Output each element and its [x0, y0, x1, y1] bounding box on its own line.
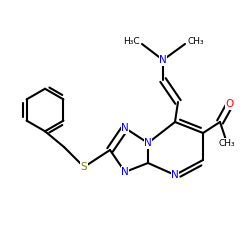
Text: N: N — [144, 138, 152, 148]
Text: CH₃: CH₃ — [188, 37, 204, 46]
Text: N: N — [121, 123, 129, 133]
Text: H₃C: H₃C — [123, 37, 140, 46]
Text: CH₃: CH₃ — [219, 138, 235, 147]
Text: S: S — [81, 162, 87, 172]
Text: O: O — [226, 99, 234, 109]
Text: N: N — [159, 55, 167, 65]
Text: N: N — [121, 167, 129, 177]
Text: N: N — [171, 170, 179, 180]
